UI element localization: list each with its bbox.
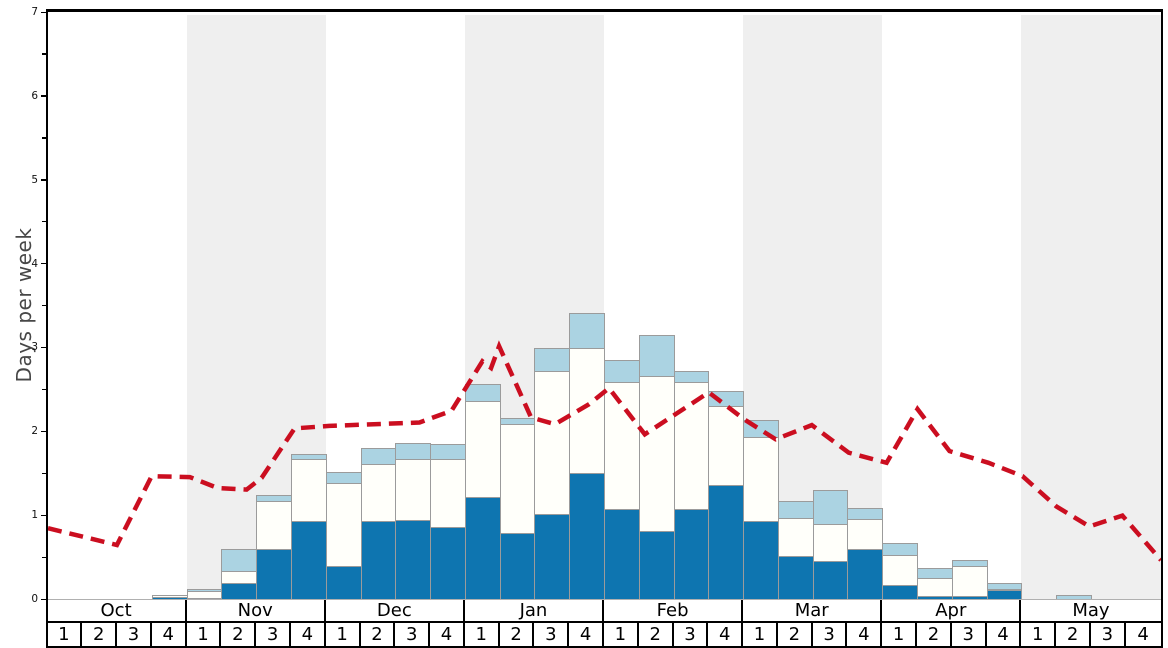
plot-frame bbox=[45, 9, 1163, 602]
week-cell-nov-2: 2 bbox=[221, 623, 257, 646]
week-cell-mar-2: 2 bbox=[778, 623, 813, 646]
week-cell-feb-1: 1 bbox=[604, 623, 639, 646]
y-tick-label-2: 2 bbox=[31, 425, 38, 438]
y-minor-tick bbox=[42, 388, 46, 391]
week-cell-may-4: 4 bbox=[1137, 623, 1149, 645]
bar-mar-4-white-days bbox=[847, 518, 884, 551]
y-minor-tick bbox=[42, 137, 46, 139]
bar-jan-4-light-blue-days bbox=[569, 312, 605, 349]
week-cell-oct-1: 1 bbox=[48, 623, 83, 646]
week-cell-oct-4: 4 bbox=[152, 623, 187, 646]
bar-apr-1-light-blue-days bbox=[882, 543, 919, 557]
bar-apr-4-light-blue-days bbox=[986, 582, 1023, 590]
y-minor-tick bbox=[42, 305, 46, 307]
month-cell-oct: Oct bbox=[48, 600, 187, 621]
week-cell-oct-3: 3 bbox=[117, 623, 152, 646]
week-cell-dec-3: 3 bbox=[395, 623, 431, 646]
y-major-tick bbox=[40, 11, 46, 13]
week-cell-feb-3: 3 bbox=[674, 623, 709, 646]
week-cell-mar-4: 4 bbox=[847, 623, 883, 646]
bar-feb-2-light-blue-days bbox=[638, 335, 675, 377]
y-major-tick bbox=[40, 95, 46, 97]
bar-nov-4-light-blue-days bbox=[290, 453, 327, 461]
week-cell-nov-1: 1 bbox=[187, 623, 222, 646]
week-cell-nov-3: 3 bbox=[256, 623, 291, 646]
week-cell-dec-1: 1 bbox=[326, 623, 361, 646]
bar-mar-4-dark-blue-days bbox=[847, 549, 884, 602]
bar-feb-3-dark-blue-days bbox=[673, 508, 710, 602]
bar-feb-4-white-days bbox=[708, 405, 745, 487]
red-dashed-polyline bbox=[47, 340, 1161, 562]
bar-apr-3-light-blue-days bbox=[951, 560, 988, 567]
week-cell-jan-4: 4 bbox=[569, 623, 604, 646]
bar-feb-2-dark-blue-days bbox=[638, 530, 675, 602]
month-cell-apr: Apr bbox=[882, 600, 1022, 621]
month-cell-jan: Jan bbox=[465, 600, 604, 621]
y-major-tick bbox=[40, 346, 46, 349]
y-major-tick bbox=[40, 598, 46, 600]
week-cell-jan-2: 2 bbox=[500, 623, 535, 646]
y-minor-tick bbox=[42, 472, 46, 474]
bar-feb-4-light-blue-days bbox=[708, 390, 745, 407]
month-cell-feb: Feb bbox=[604, 600, 744, 621]
y-minor-tick bbox=[42, 556, 46, 558]
y-major-tick bbox=[40, 430, 46, 433]
week-cell-oct-2: 2 bbox=[82, 623, 118, 646]
y-major-tick bbox=[40, 514, 46, 516]
y-major-tick bbox=[40, 263, 46, 265]
y-tick-label-6: 6 bbox=[31, 89, 38, 102]
week-cell-apr-2: 2 bbox=[917, 623, 952, 646]
y-minor-tick bbox=[42, 53, 46, 55]
bar-nov-4-white-days bbox=[290, 459, 327, 522]
week-cell-jan-1: 1 bbox=[465, 623, 500, 646]
y-tick-label-5: 5 bbox=[31, 173, 38, 186]
red-dashed-line bbox=[47, 340, 1161, 562]
month-label-row: Oct Nov Dec Jan Feb Mar Apr May bbox=[47, 599, 1161, 621]
y-minor-tick bbox=[42, 221, 46, 223]
y-axis-title: Days per week bbox=[12, 227, 36, 383]
bar-mar-1-dark-blue-days bbox=[743, 520, 779, 602]
month-cell-dec: Dec bbox=[326, 600, 465, 621]
week-cell-mar-3: 3 bbox=[813, 623, 848, 646]
plot-area bbox=[47, 15, 1161, 602]
bar-dec-2-dark-blue-days bbox=[360, 520, 397, 602]
y-major-tick bbox=[40, 179, 46, 181]
bar-dec-2-white-days bbox=[360, 464, 397, 522]
bar-feb-3-light-blue-days bbox=[673, 371, 710, 384]
week-cell-may-3: 3 bbox=[1091, 623, 1126, 646]
bar-feb-2-white-days bbox=[638, 375, 675, 532]
week-cell-feb-2: 2 bbox=[639, 623, 674, 646]
week-cell-mar-1: 1 bbox=[743, 623, 778, 646]
week-cell-jan-3: 3 bbox=[534, 623, 570, 646]
month-cell-nov: Nov bbox=[187, 600, 326, 621]
week-cell-dec-4: 4 bbox=[430, 623, 465, 646]
y-tick-label-4: 4 bbox=[31, 257, 38, 270]
y-tick-label-3: 3 bbox=[31, 341, 38, 354]
y-tick-label-0: 0 bbox=[31, 593, 38, 605]
bar-jan-1-light-blue-days bbox=[464, 383, 501, 402]
bar-jan-2-dark-blue-days bbox=[499, 533, 536, 602]
week-cell-may-1: 1 bbox=[1021, 623, 1057, 646]
month-cell-may: May bbox=[1072, 600, 1110, 621]
y-tick-label-7: 7 bbox=[31, 6, 38, 18]
week-cell-feb-4: 4 bbox=[708, 623, 744, 646]
month-cell-mar: Mar bbox=[743, 600, 883, 621]
week-cell-apr-1: 1 bbox=[882, 623, 918, 646]
week-cell-apr-3: 3 bbox=[952, 623, 987, 646]
bar-mar-3-light-blue-days bbox=[812, 489, 849, 525]
y-tick-label-1: 1 bbox=[31, 509, 38, 522]
week-cell-nov-4: 4 bbox=[291, 623, 326, 646]
month-band-may bbox=[1021, 15, 1161, 602]
week-cell-may-2: 2 bbox=[1056, 623, 1091, 646]
bar-mar-4-light-blue-days bbox=[847, 508, 884, 520]
week-cell-dec-2: 2 bbox=[361, 623, 396, 646]
week-cell-apr-4: 4 bbox=[987, 623, 1022, 646]
